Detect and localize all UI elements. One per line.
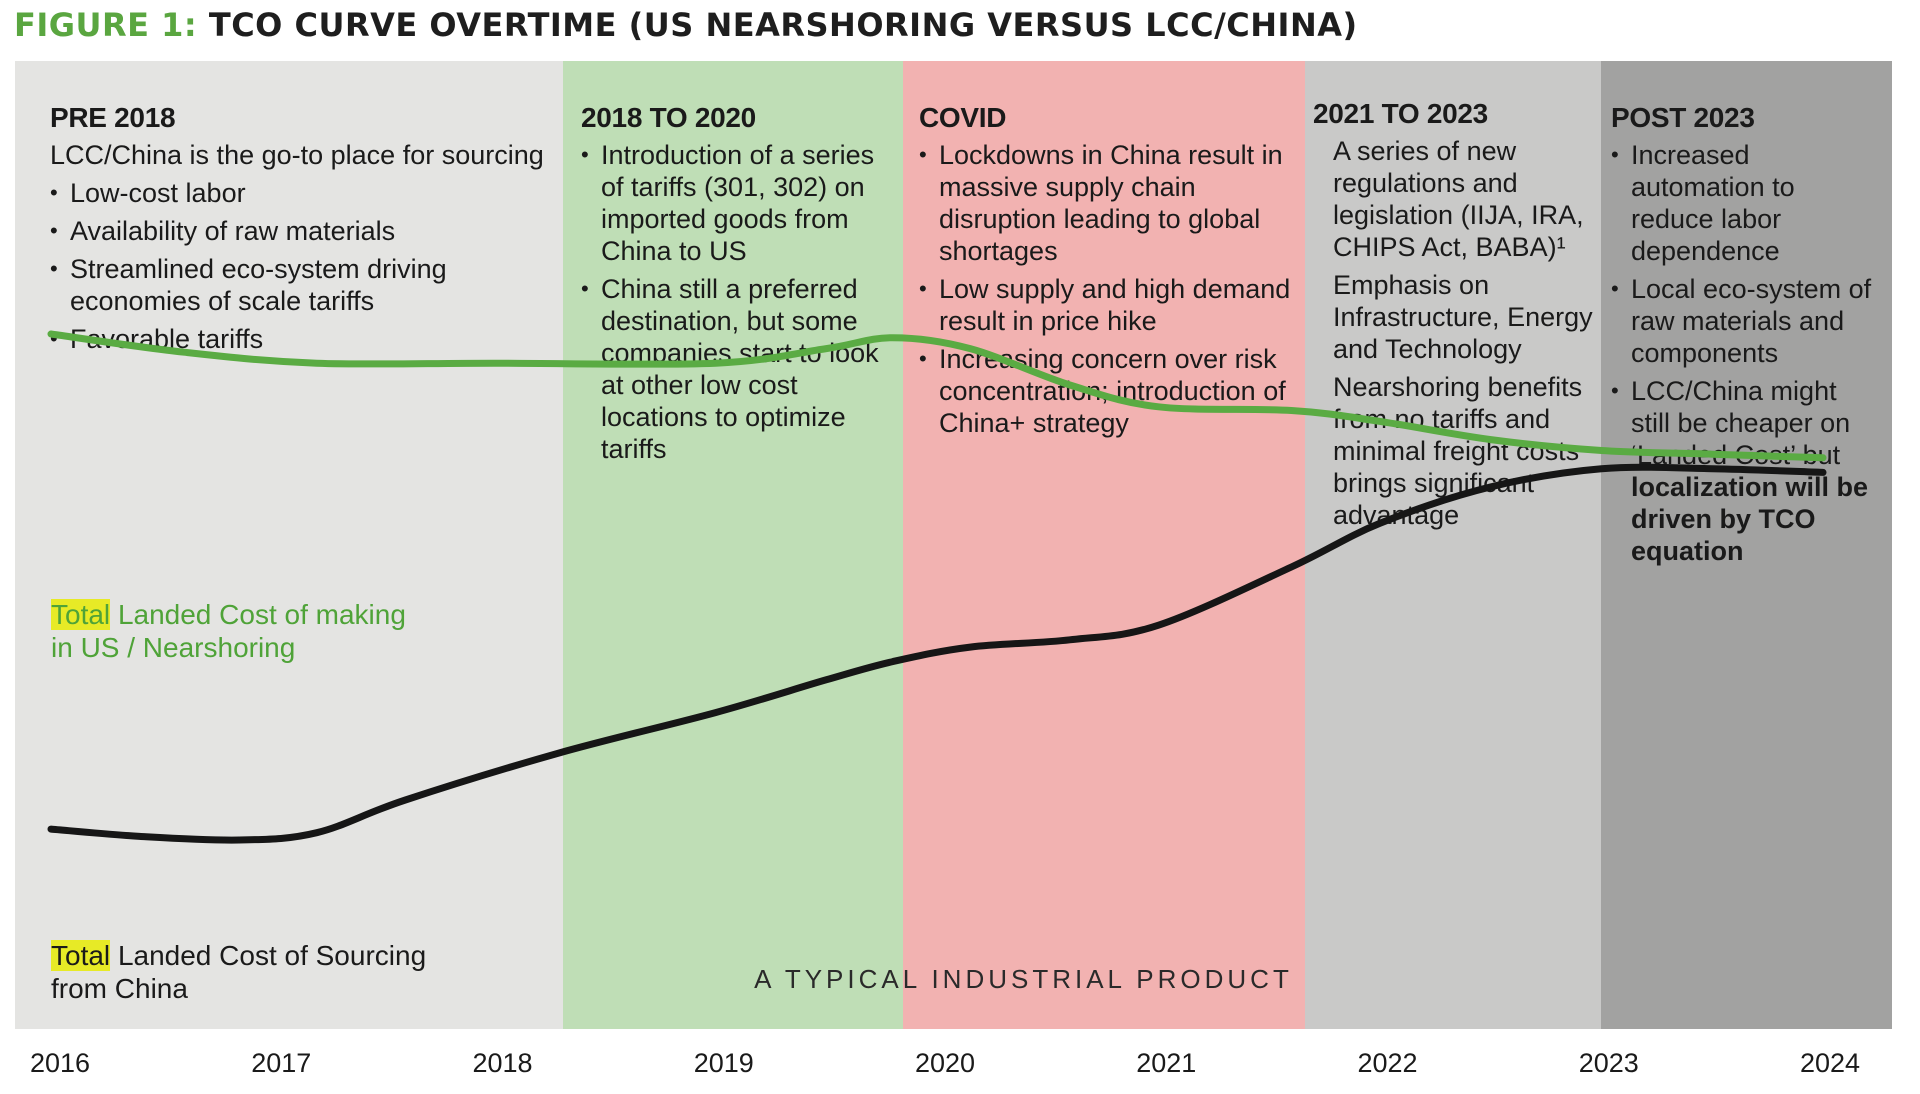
x-tick-label: 2018	[472, 1048, 533, 1078]
x-tick-label: 2022	[1357, 1048, 1418, 1078]
bullet: Introduction of a series of tariffs (301…	[581, 139, 891, 267]
series-china-line	[47, 463, 1827, 844]
phase-heading: PRE 2018	[50, 102, 176, 133]
phase-heading: POST 2023	[1611, 102, 1755, 133]
label-text: Landed Cost of Sourcing	[117, 940, 427, 971]
figure-number: FIGURE 1:	[14, 6, 198, 44]
bullet: Low supply and high demand result in pri…	[919, 273, 1304, 337]
label-china-curve: Total Landed Cost of Sourcing from China	[51, 939, 426, 1005]
phase-bullets: Introduction of a series of tariffs (301…	[581, 139, 891, 465]
phase-heading: COVID	[919, 102, 1007, 133]
label-highlight: Total	[51, 940, 111, 971]
curves-svg	[47, 330, 1827, 844]
figure-title-text: TCO CURVE OVERTIME (US NEARSHORING VERSU…	[208, 6, 1358, 44]
phase-bullets: Increased automation to reduce labor dep…	[1611, 139, 1876, 567]
bullet: Low-cost labor	[50, 177, 560, 209]
bullet: Lockdowns in China result in massive sup…	[919, 139, 1304, 267]
label-nearshoring-curve: Total Landed Cost of making in US / Near…	[51, 598, 406, 664]
band-2021-to-2023	[1305, 61, 1601, 1029]
label-highlight: Total	[51, 599, 111, 630]
phase-bullets: Low-cost labor Availability of raw mater…	[50, 177, 560, 355]
phase-paragraph: Nearshoring benefits from no tariffs and…	[1333, 372, 1583, 530]
bullet: Local eco-system of raw materials and co…	[1611, 273, 1876, 369]
phase-pre-2018: PRE 2018 LCC/China is the go-to place fo…	[50, 101, 560, 361]
bullet: Availability of raw materials	[50, 215, 560, 247]
phase-post-2023: POST 2023 Increased automation to reduce…	[1611, 101, 1876, 573]
phase-2018-to-2020: 2018 TO 2020 Introduction of a series of…	[581, 101, 891, 471]
bullet: Increased automation to reduce labor dep…	[1611, 139, 1876, 267]
phase-2021-to-2023: 2021 TO 2023 A series of new regulations…	[1313, 97, 1603, 537]
figure-title: FIGURE 1: TCO CURVE OVERTIME (US NEARSHO…	[14, 6, 1358, 44]
x-tick-label: 2016	[29, 1048, 91, 1078]
x-tick-label: 2017	[251, 1048, 312, 1078]
phase-paragraph: Emphasis on Infrastructure, Energy and T…	[1333, 270, 1593, 364]
phase-paragraph: A series of new regulations and legislat…	[1333, 136, 1584, 262]
label-text: Landed Cost of making	[117, 599, 406, 630]
x-tick-label: 2021	[1136, 1048, 1197, 1078]
bullet: Streamlined eco-system driving economies…	[50, 253, 475, 317]
chart-plot-area: PRE 2018 LCC/China is the go-to place fo…	[15, 61, 1892, 1029]
phase-heading: 2018 TO 2020	[581, 102, 756, 133]
phase-intro: LCC/China is the go-to place for sourcin…	[50, 140, 544, 170]
series-nearshoring-line	[47, 330, 1827, 462]
label-text-line2: in US / Nearshoring	[51, 632, 296, 663]
x-tick-label: 2019	[693, 1048, 754, 1078]
bullet-bold-text: localization will be driven by TCO equat…	[1631, 472, 1869, 566]
x-tick-label: 2024	[1799, 1048, 1861, 1078]
x-tick-label: 2020	[914, 1048, 976, 1078]
bullet: LCC/China might still be cheaper on ‘Lan…	[1611, 375, 1876, 567]
x-tick-label: 2023	[1578, 1048, 1639, 1078]
label-text-line2: from China	[51, 973, 188, 1004]
product-caption: A TYPICAL INDUSTRIAL PRODUCT	[754, 964, 1293, 994]
phase-heading: 2021 TO 2023	[1313, 98, 1488, 129]
